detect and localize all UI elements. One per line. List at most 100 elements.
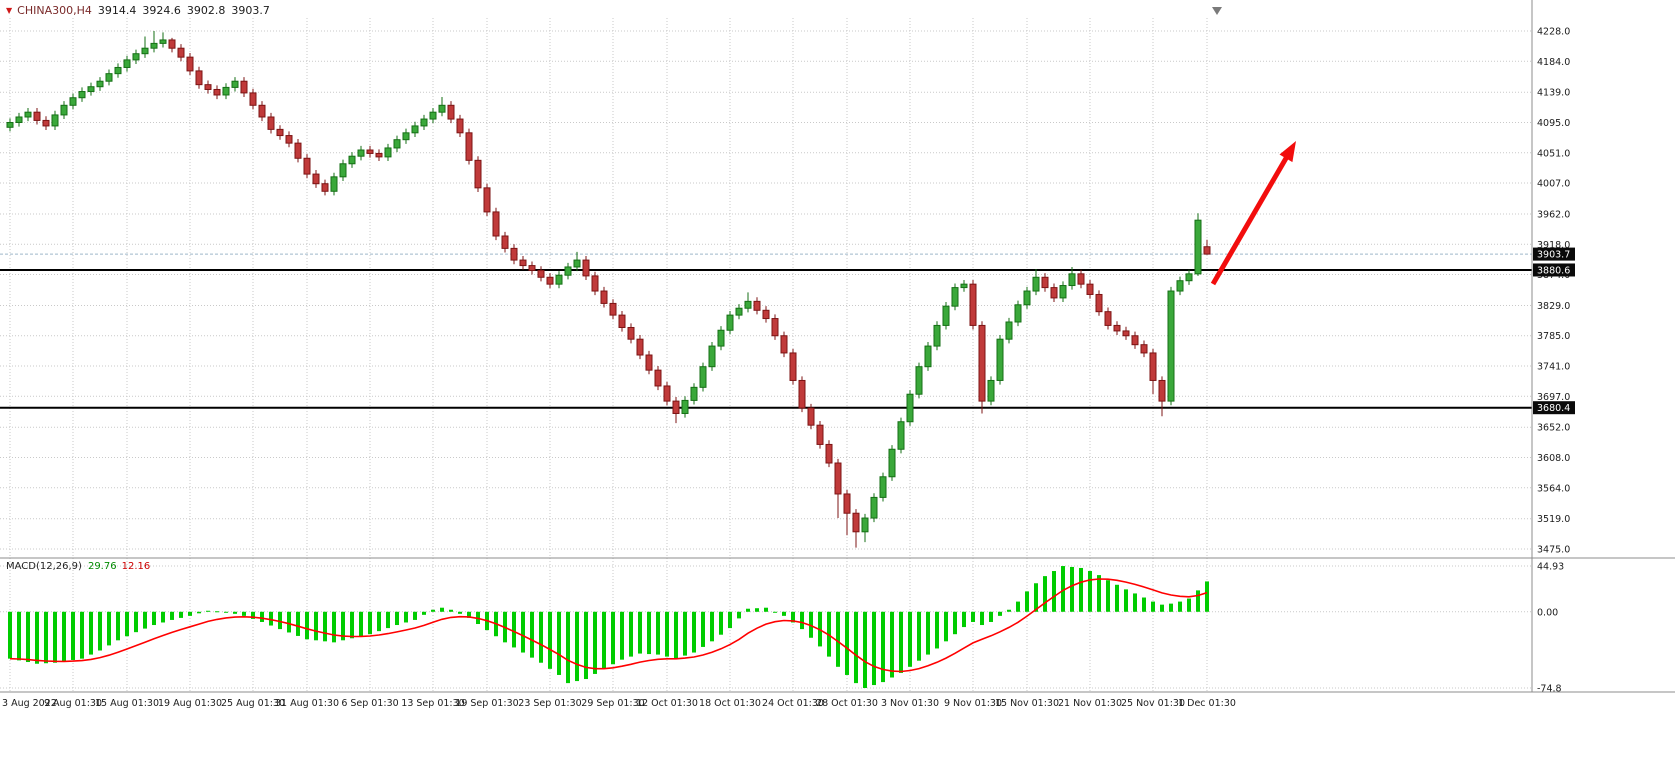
- time-axis-label[interactable]: 13 Sep 01:30: [401, 698, 464, 709]
- time-axis-label[interactable]: 1 Dec 01:30: [1178, 698, 1236, 709]
- candle-body: [627, 326, 635, 340]
- time-axis-label[interactable]: 3 Aug 2022: [2, 698, 57, 709]
- macd-bar: [926, 611, 930, 655]
- candle-body: [78, 91, 86, 99]
- symbol-name: CHINA300,H4: [17, 4, 92, 17]
- macd-bar: [674, 611, 678, 659]
- macd-bar: [593, 611, 597, 674]
- candle-body: [825, 443, 833, 464]
- candle-body: [483, 187, 491, 213]
- time-axis-label[interactable]: 9 Aug 01:30: [44, 698, 102, 709]
- candle: [771, 314, 779, 340]
- candle-body: [1203, 246, 1211, 255]
- symbol-header: ▼ CHINA300,H4 3914.4 3924.6 3902.8 3903.7: [6, 4, 270, 17]
- candle: [573, 251, 581, 272]
- time-axis-label[interactable]: 31 Aug 01:30: [275, 698, 339, 709]
- candle-body: [816, 424, 824, 445]
- candle-body: [1023, 290, 1031, 306]
- price-axis-label: 4007.0: [1537, 179, 1570, 190]
- macd-bar: [1115, 584, 1119, 612]
- price-axis-label: 4051.0: [1537, 148, 1570, 159]
- time-axis-label[interactable]: 28 Oct 01:30: [816, 698, 878, 709]
- macd-bar: [422, 611, 426, 615]
- candle: [213, 85, 221, 100]
- candle: [1086, 280, 1094, 299]
- symbol-dropdown-icon[interactable]: ▼: [6, 6, 13, 15]
- time-axis-label[interactable]: 19 Aug 01:30: [158, 698, 222, 709]
- price-axis-label: 3697.0: [1537, 392, 1570, 403]
- candle: [321, 179, 329, 196]
- candle: [69, 93, 77, 110]
- macd-bar: [1007, 609, 1011, 612]
- candle-body: [1077, 273, 1085, 285]
- candle-body: [240, 80, 248, 94]
- candle: [6, 118, 14, 132]
- candle: [1158, 376, 1166, 417]
- candle: [618, 310, 626, 332]
- time-axis-label[interactable]: 18 Oct 01:30: [699, 698, 761, 709]
- candle: [141, 36, 149, 58]
- time-axis-label[interactable]: 15 Nov 01:30: [995, 698, 1059, 709]
- chart-shift-marker[interactable]: [1212, 7, 1222, 15]
- time-axis-label[interactable]: 25 Aug 01:30: [221, 698, 285, 709]
- candle-body: [1176, 280, 1184, 292]
- macd-bar: [1133, 593, 1137, 612]
- candle: [357, 145, 365, 161]
- candle-body: [654, 369, 662, 387]
- time-axis-label[interactable]: 29 Sep 01:30: [581, 698, 644, 709]
- time-axis-label[interactable]: 15 Aug 01:30: [95, 698, 159, 709]
- macd-bar: [1196, 590, 1200, 612]
- candle-body: [735, 307, 743, 316]
- time-axis-label[interactable]: 3 Nov 01:30: [881, 698, 939, 709]
- macd-axis-label: 44.93: [1537, 562, 1564, 573]
- candle-body: [834, 462, 842, 495]
- candle: [717, 326, 725, 351]
- time-axis-label[interactable]: 9 Nov 01:30: [944, 698, 1002, 709]
- candle-body: [915, 366, 923, 395]
- macd-bar: [728, 611, 732, 629]
- candle-body: [303, 157, 311, 175]
- macd-bar: [1187, 598, 1191, 612]
- candle: [276, 125, 284, 140]
- time-axis-label[interactable]: 23 Sep 01:30: [518, 698, 581, 709]
- time-axis-label[interactable]: 19 Sep 01:30: [455, 698, 518, 709]
- candle-body: [222, 86, 230, 96]
- macd-histogram: [8, 566, 1209, 688]
- candle: [564, 262, 572, 280]
- macd-bar: [989, 611, 993, 622]
- candle: [978, 321, 986, 414]
- candle-body: [339, 163, 347, 178]
- candle: [186, 53, 194, 76]
- candle-body: [780, 335, 788, 354]
- candle: [258, 101, 266, 122]
- candle-body: [168, 39, 176, 49]
- price-axis-label: 3962.0: [1537, 209, 1570, 220]
- trend-arrow-head[interactable]: [1279, 141, 1297, 163]
- candle: [996, 335, 1004, 385]
- macd-bar: [152, 611, 156, 626]
- grid-layer: [0, 18, 1532, 692]
- macd-bar: [602, 611, 606, 669]
- macd-bar: [1142, 597, 1146, 612]
- macd-bar: [278, 611, 282, 630]
- candle-body: [636, 338, 644, 356]
- candle: [1149, 348, 1157, 395]
- candle-body: [114, 66, 122, 75]
- candle: [78, 87, 86, 102]
- candle-body: [24, 111, 32, 118]
- time-axis-label[interactable]: 12 Oct 01:30: [636, 698, 698, 709]
- time-axis-label[interactable]: 25 Nov 01:30: [1121, 698, 1185, 709]
- macd-bar: [413, 611, 417, 620]
- macd-bar: [341, 611, 345, 641]
- trend-arrow-line[interactable]: [1210, 152, 1291, 286]
- time-axis-label[interactable]: 21 Nov 01:30: [1058, 698, 1122, 709]
- macd-bar: [575, 611, 579, 682]
- macd-bar: [1070, 566, 1074, 612]
- price-axis-label: 3829.0: [1537, 301, 1570, 312]
- candle-body: [1131, 335, 1139, 346]
- time-axis-label[interactable]: 6 Sep 01:30: [341, 698, 398, 709]
- candle-body: [987, 379, 995, 402]
- time-axis-label[interactable]: 24 Oct 01:30: [762, 698, 824, 709]
- macd-bar: [962, 611, 966, 628]
